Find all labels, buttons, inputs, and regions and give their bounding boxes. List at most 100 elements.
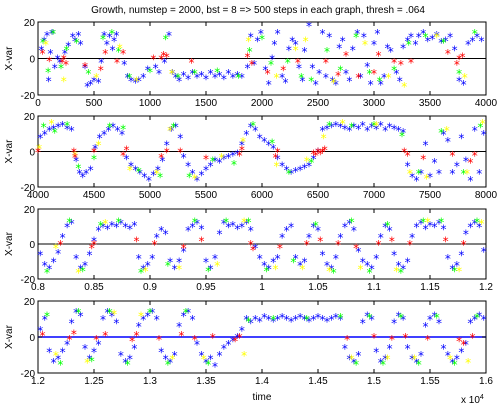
data-point: * — [205, 264, 211, 278]
data-point: * — [481, 245, 487, 259]
data-point: * — [346, 217, 352, 231]
data-point: * — [71, 146, 77, 160]
data-point: * — [420, 27, 426, 41]
y-tick-label: 0 — [29, 240, 35, 251]
data-point: * — [203, 163, 209, 177]
data-point: * — [389, 235, 395, 249]
data-point: * — [349, 353, 355, 367]
data-point: * — [280, 63, 286, 77]
data-point: * — [337, 121, 343, 135]
data-point: * — [476, 221, 482, 235]
data-point: * — [140, 71, 146, 85]
data-point: * — [102, 217, 108, 231]
y-tick-label: 0 — [29, 55, 35, 66]
data-point: * — [162, 56, 168, 70]
data-point: * — [412, 38, 418, 52]
data-point: * — [118, 217, 124, 231]
data-point: * — [266, 138, 272, 152]
data-point: * — [462, 71, 468, 85]
data-point: * — [203, 356, 209, 370]
data-point: * — [364, 309, 370, 323]
data-point: * — [293, 165, 299, 179]
data-point: * — [324, 45, 330, 59]
data-point: * — [248, 224, 254, 238]
data-point: * — [323, 71, 329, 85]
data-point: * — [120, 122, 126, 136]
data-point: * — [178, 329, 184, 343]
data-point: * — [440, 128, 446, 142]
data-point: * — [409, 231, 415, 245]
data-point: * — [49, 27, 55, 41]
y-axis-label: X-var — [4, 46, 15, 71]
y-tick-label: 0 — [29, 333, 35, 344]
data-point: * — [373, 119, 379, 133]
data-point: * — [467, 221, 473, 235]
data-point: * — [279, 311, 285, 325]
data-point: * — [378, 119, 384, 133]
data-point: * — [288, 221, 294, 235]
data-point: * — [333, 252, 339, 266]
data-point: * — [398, 58, 404, 72]
data-point: * — [72, 149, 78, 163]
data-point: * — [324, 315, 330, 329]
data-point: * — [111, 34, 117, 48]
data-point: * — [384, 353, 390, 367]
data-point: * — [127, 353, 133, 367]
data-point: * — [246, 215, 252, 229]
data-point: * — [62, 47, 68, 61]
data-point: * — [270, 142, 276, 156]
data-point: * — [181, 309, 187, 323]
data-point: * — [63, 58, 69, 72]
data-point: * — [414, 221, 420, 235]
data-point: * — [326, 119, 332, 133]
y-tick-label: 20 — [24, 205, 36, 216]
data-point: * — [104, 306, 110, 320]
data-point: * — [116, 215, 122, 229]
data-point: * — [35, 146, 41, 160]
data-point: * — [177, 146, 183, 160]
data-point: * — [275, 27, 281, 41]
data-point: * — [389, 333, 395, 347]
data-point: * — [102, 329, 108, 343]
data-point: * — [425, 34, 431, 48]
data-point: * — [52, 62, 58, 76]
data-point: * — [102, 47, 108, 61]
data-point: * — [315, 146, 321, 160]
data-point: * — [261, 259, 267, 273]
data-point: * — [326, 264, 332, 278]
data-point: * — [416, 167, 422, 181]
data-point: * — [84, 80, 90, 94]
data-point: * — [93, 333, 99, 347]
data-point: * — [98, 63, 104, 77]
data-point: * — [270, 313, 276, 327]
data-point: * — [369, 263, 375, 277]
data-point: * — [371, 38, 377, 52]
data-point: * — [91, 238, 97, 252]
data-point: * — [104, 38, 110, 52]
data-point: * — [319, 313, 325, 327]
data-point: * — [140, 263, 146, 277]
data-point: * — [405, 256, 411, 270]
data-point: * — [176, 74, 182, 88]
data-point: * — [261, 135, 267, 149]
data-point: * — [216, 156, 222, 170]
data-point: * — [158, 151, 164, 165]
data-point: * — [259, 32, 265, 46]
data-point: * — [150, 169, 156, 183]
y-tick-label: 20 — [24, 112, 36, 123]
data-point: * — [368, 78, 374, 92]
data-point: * — [46, 74, 52, 88]
data-point: * — [109, 27, 115, 41]
data-point: * — [167, 356, 173, 370]
data-point: * — [252, 124, 258, 138]
data-point: * — [55, 353, 61, 367]
data-point: * — [95, 138, 101, 152]
data-point: * — [423, 138, 429, 152]
data-point: * — [225, 151, 231, 165]
data-point: * — [411, 353, 417, 367]
data-point: * — [396, 124, 402, 138]
data-point: * — [456, 335, 462, 349]
data-point: * — [113, 221, 119, 235]
data-point: * — [302, 313, 308, 327]
